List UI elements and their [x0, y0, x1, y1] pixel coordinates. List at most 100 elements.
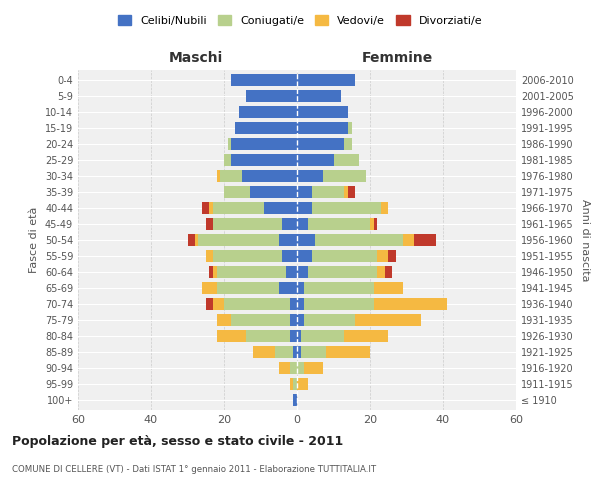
- Bar: [253, 346, 275, 358]
- Bar: [297, 378, 308, 390]
- Bar: [217, 266, 286, 278]
- Text: Maschi: Maschi: [169, 51, 223, 65]
- Bar: [297, 218, 308, 230]
- Bar: [297, 234, 315, 246]
- Bar: [264, 202, 297, 214]
- Bar: [224, 298, 290, 310]
- Bar: [209, 266, 213, 278]
- Bar: [297, 362, 304, 374]
- Bar: [250, 186, 297, 198]
- Bar: [311, 202, 381, 214]
- Bar: [220, 170, 242, 182]
- Bar: [326, 346, 370, 358]
- Y-axis label: Fasce di età: Fasce di età: [29, 207, 39, 273]
- Bar: [334, 154, 359, 166]
- Bar: [242, 170, 297, 182]
- Bar: [297, 266, 308, 278]
- Bar: [239, 106, 297, 118]
- Bar: [275, 346, 293, 358]
- Bar: [293, 346, 297, 358]
- Bar: [377, 266, 385, 278]
- Bar: [381, 202, 388, 214]
- Bar: [344, 330, 388, 342]
- Bar: [403, 234, 414, 246]
- Bar: [217, 314, 232, 326]
- Bar: [297, 330, 301, 342]
- Bar: [213, 218, 283, 230]
- Bar: [290, 378, 293, 390]
- Bar: [348, 186, 355, 198]
- Bar: [370, 218, 374, 230]
- Text: Popolazione per età, sesso e stato civile - 2011: Popolazione per età, sesso e stato civil…: [12, 435, 343, 448]
- Bar: [232, 154, 297, 166]
- Bar: [311, 186, 344, 198]
- Bar: [385, 266, 392, 278]
- Bar: [217, 170, 220, 182]
- Bar: [202, 202, 209, 214]
- Bar: [246, 330, 290, 342]
- Bar: [232, 74, 297, 86]
- Text: COMUNE DI CELLERE (VT) - Dati ISTAT 1° gennaio 2011 - Elaborazione TUTTITALIA.IT: COMUNE DI CELLERE (VT) - Dati ISTAT 1° g…: [12, 465, 376, 474]
- Bar: [304, 298, 374, 310]
- Bar: [355, 314, 421, 326]
- Bar: [297, 202, 311, 214]
- Bar: [297, 250, 311, 262]
- Bar: [308, 266, 377, 278]
- Bar: [232, 314, 290, 326]
- Legend: Celibi/Nubili, Coniugati/e, Vedovi/e, Divorziati/e: Celibi/Nubili, Coniugati/e, Vedovi/e, Di…: [113, 10, 487, 30]
- Bar: [213, 202, 264, 214]
- Bar: [344, 138, 352, 150]
- Text: Femmine: Femmine: [362, 51, 433, 65]
- Bar: [206, 298, 213, 310]
- Bar: [297, 186, 311, 198]
- Bar: [293, 394, 297, 406]
- Bar: [188, 234, 195, 246]
- Bar: [195, 234, 199, 246]
- Bar: [217, 282, 279, 294]
- Bar: [297, 138, 344, 150]
- Bar: [304, 282, 374, 294]
- Bar: [297, 314, 304, 326]
- Bar: [224, 154, 232, 166]
- Bar: [297, 170, 323, 182]
- Bar: [374, 282, 403, 294]
- Bar: [283, 218, 297, 230]
- Bar: [301, 346, 326, 358]
- Bar: [235, 122, 297, 134]
- Bar: [301, 330, 344, 342]
- Bar: [290, 298, 297, 310]
- Bar: [311, 250, 377, 262]
- Bar: [414, 234, 436, 246]
- Bar: [293, 378, 297, 390]
- Bar: [217, 330, 246, 342]
- Bar: [323, 170, 367, 182]
- Bar: [199, 234, 279, 246]
- Bar: [286, 266, 297, 278]
- Bar: [213, 250, 283, 262]
- Bar: [297, 346, 301, 358]
- Bar: [283, 250, 297, 262]
- Bar: [297, 90, 341, 102]
- Bar: [213, 298, 224, 310]
- Bar: [279, 234, 297, 246]
- Bar: [374, 298, 446, 310]
- Bar: [388, 250, 395, 262]
- Bar: [297, 154, 334, 166]
- Bar: [246, 90, 297, 102]
- Bar: [227, 138, 232, 150]
- Bar: [374, 218, 377, 230]
- Bar: [224, 186, 250, 198]
- Bar: [308, 218, 370, 230]
- Bar: [315, 234, 403, 246]
- Bar: [377, 250, 388, 262]
- Bar: [304, 362, 323, 374]
- Bar: [297, 298, 304, 310]
- Bar: [202, 282, 217, 294]
- Bar: [279, 282, 297, 294]
- Bar: [348, 122, 352, 134]
- Y-axis label: Anni di nascita: Anni di nascita: [580, 198, 590, 281]
- Bar: [290, 314, 297, 326]
- Bar: [209, 202, 213, 214]
- Bar: [206, 250, 213, 262]
- Bar: [279, 362, 290, 374]
